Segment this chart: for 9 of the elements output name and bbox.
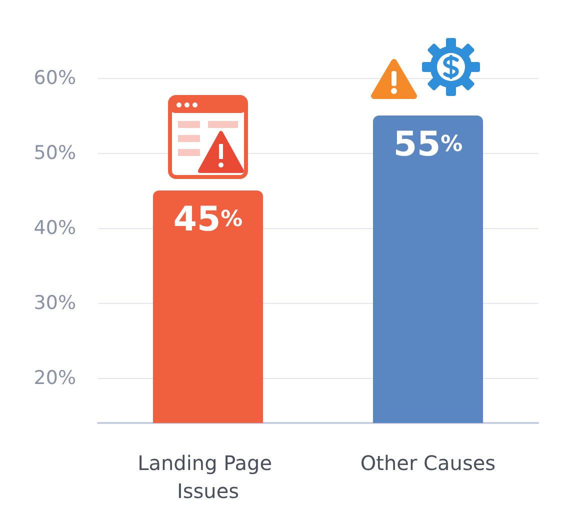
- x-tick-label: Landing Page Issues: [138, 451, 278, 503]
- data-label: 55%: [393, 124, 463, 164]
- y-tick-label: 20%: [34, 367, 76, 389]
- data-label: 45%: [173, 200, 243, 240]
- y-tick-label: 50%: [34, 142, 76, 164]
- x-tick-label: Other Causes: [360, 451, 496, 475]
- y-tick-label: 30%: [34, 292, 76, 314]
- y-tick-label: 60%: [34, 67, 76, 89]
- y-tick-label: 40%: [34, 217, 76, 239]
